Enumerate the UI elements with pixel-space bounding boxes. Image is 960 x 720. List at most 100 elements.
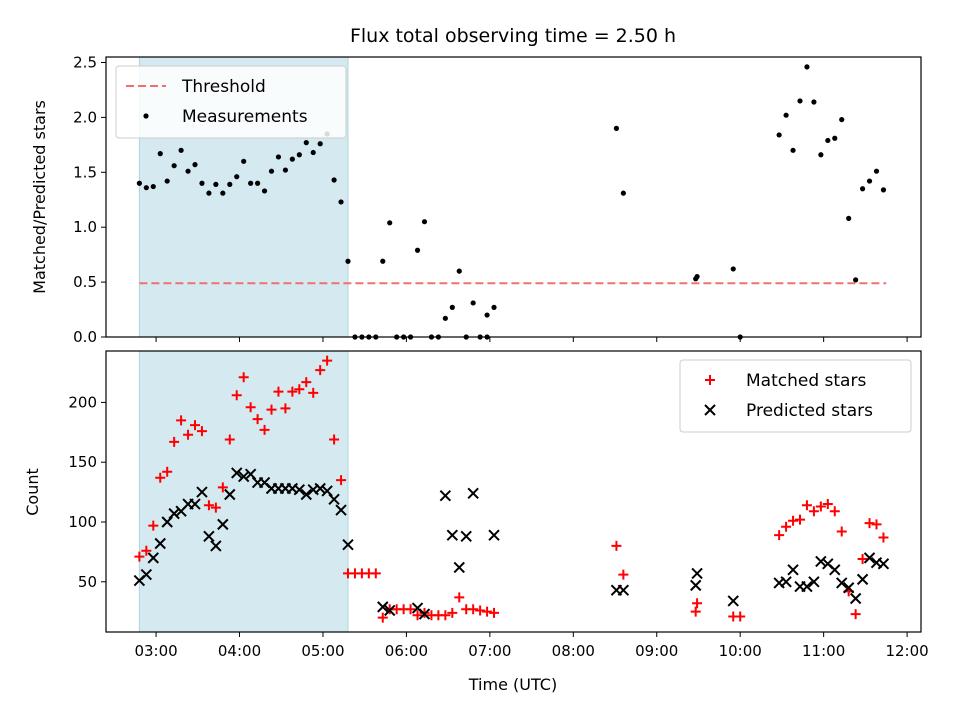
measurements-point: [880, 187, 887, 193]
measurements-point: [248, 180, 254, 186]
predicted-stars-point: [467, 487, 479, 500]
predicted-stars-point: [342, 539, 354, 551]
matched-stars-point: [781, 521, 792, 532]
x-tick-label: 12:00: [885, 642, 928, 660]
matched-stars-point: [774, 530, 785, 541]
predicted-stars-point: [815, 555, 827, 568]
measurements-point: [818, 152, 824, 158]
predicted-stars-point: [727, 595, 739, 607]
measurements-point: [470, 300, 476, 306]
matched-stars-point: [440, 610, 451, 621]
predicted-stars-point: [829, 564, 841, 576]
predicted-stars-point: [314, 482, 326, 495]
matched-stars-point: [864, 518, 875, 529]
bottom-axes-frame: [105, 350, 922, 633]
measurements-point: [289, 156, 295, 162]
predicted-stars-point: [147, 552, 159, 564]
measurements-point: [804, 64, 810, 70]
bottom-y-tick-label: 200: [68, 393, 97, 411]
x-tick-label: 04:00: [218, 642, 261, 660]
measurements-point: [776, 132, 782, 138]
bottom-y-tick-label: 150: [68, 453, 97, 471]
measurements-point: [317, 141, 323, 147]
matched-stars-point: [468, 604, 479, 615]
predicted-stars-point: [335, 504, 347, 516]
matched-stars-point: [238, 372, 249, 383]
predicted-stars-point: [877, 558, 890, 570]
matched-stars-point: [280, 403, 291, 414]
x-tick-label: 10:00: [719, 642, 762, 660]
predicted-stars-point: [244, 468, 257, 480]
matched-predicted-ratio-plot: 0.0 0.5 1.0 1.5 2.0 2.5 Threshold Measurements: [73, 53, 922, 346]
measurements-legend-label: Measurements: [182, 107, 308, 127]
matched-stars-point: [815, 501, 826, 512]
measurements-point: [491, 304, 497, 310]
predicted-stars-point: [856, 573, 869, 586]
matched-stars-point: [788, 515, 799, 526]
top-y-tick-label: 2.5: [73, 53, 97, 71]
matched-stars-point: [405, 604, 416, 615]
matched-stars-point: [183, 429, 194, 440]
predicted-stars-point: [780, 576, 792, 588]
predicted-stars-point: [453, 561, 465, 574]
predicted-stars-point: [161, 516, 173, 528]
matched-stars-point: [336, 475, 347, 486]
measurements-point: [275, 154, 282, 160]
measurements-point: [484, 312, 490, 318]
matched-stars-point: [878, 532, 889, 543]
predicted-stars-point: [224, 488, 236, 501]
measurements-point: [268, 168, 275, 174]
matched-stars-point: [134, 551, 145, 562]
x-tick-label: 08:00: [552, 642, 595, 660]
matched-stars-point: [822, 499, 833, 510]
measurements-point: [282, 167, 289, 173]
matched-stars-point: [692, 598, 703, 609]
measurements-point: [206, 190, 212, 196]
matched-stars-point: [489, 607, 500, 618]
predicted-stars-point: [689, 579, 702, 592]
measurements-point: [261, 188, 268, 194]
bottom-y-tick-label: 50: [78, 573, 97, 591]
predicted-stars-point: [849, 592, 862, 605]
matched-stars-point: [294, 384, 305, 395]
x-tick-label: 11:00: [802, 642, 845, 660]
predicted-stars-point: [237, 470, 250, 483]
measurements-point: [730, 266, 736, 272]
bottom-chart-ylabel: Count: [23, 468, 42, 516]
matched-stars-point: [196, 426, 207, 437]
measurements-point: [694, 274, 700, 280]
predicted-stars-point: [863, 552, 876, 564]
measurements-point: [143, 185, 149, 191]
measurements-point: [220, 190, 226, 196]
predicted-stars-point: [418, 608, 431, 620]
matched-stars-point: [377, 612, 388, 623]
matched-stars-point: [611, 540, 622, 551]
predicted-stars-point: [293, 483, 306, 496]
predicted-stars-point: [321, 485, 333, 497]
measurements-point: [241, 158, 247, 164]
measurements-point: [846, 215, 852, 222]
measurements-point: [150, 183, 156, 190]
predicted-stars-point: [836, 577, 848, 589]
matched-stars-point: [808, 506, 819, 517]
matched-stars-point: [259, 424, 270, 435]
matched-stars-point: [370, 568, 381, 579]
measurements-point: [832, 135, 838, 141]
predicted-stars-point: [217, 518, 229, 531]
matched-stars-point: [871, 519, 882, 530]
matched-stars-point: [795, 514, 806, 525]
matched-stars-point: [224, 434, 235, 445]
matched-stars-point: [857, 554, 868, 565]
predicted-stars-point: [168, 507, 180, 520]
predicted-stars-point: [787, 564, 799, 576]
measurements-point: [620, 190, 626, 196]
matched-stars-point: [287, 386, 298, 397]
x-tick-label: 06:00: [385, 642, 428, 660]
top-axes-frame: [105, 56, 922, 338]
predicted-stars-point: [842, 582, 855, 594]
top-chart-ylabel: Matched/Predicted stars: [30, 100, 49, 294]
matched-stars-point: [454, 592, 465, 603]
matched-stars-point: [273, 386, 284, 397]
measurements-point: [157, 151, 163, 157]
